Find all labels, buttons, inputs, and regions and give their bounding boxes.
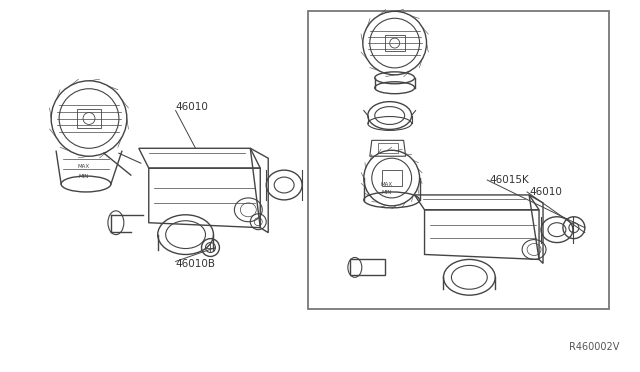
Text: 46010B: 46010B: [175, 259, 216, 269]
Text: 46015K: 46015K: [489, 175, 529, 185]
Text: MAX: MAX: [381, 182, 393, 187]
Text: 46010: 46010: [175, 102, 209, 112]
Text: 46010: 46010: [529, 187, 562, 197]
Text: MIN: MIN: [79, 174, 89, 179]
Text: MIN: MIN: [381, 190, 392, 195]
Bar: [350, 259, 385, 275]
Bar: [308, 11, 609, 309]
Text: MAX: MAX: [78, 164, 90, 169]
Text: R460002V: R460002V: [569, 342, 620, 352]
